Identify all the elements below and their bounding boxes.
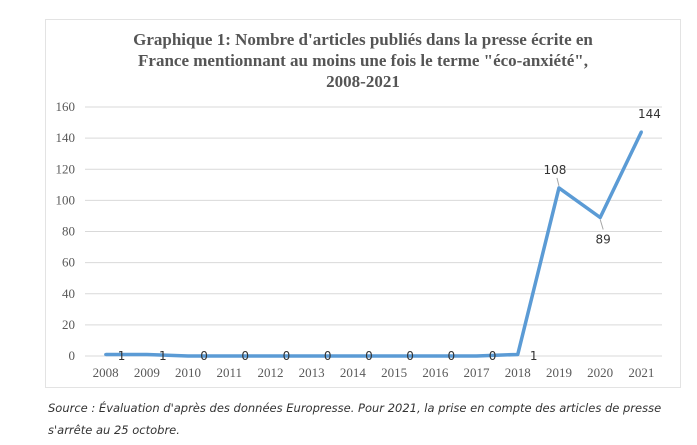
data-point xyxy=(516,352,520,356)
x-tick-label: 2021 xyxy=(628,365,654,380)
data-label: 0 xyxy=(365,349,373,363)
data-label: 1 xyxy=(159,349,167,363)
data-label: 89 xyxy=(596,232,611,246)
data-label: 144 xyxy=(638,107,661,121)
data-label: 0 xyxy=(241,349,249,363)
chart-title-line: Graphique 1: Nombre d'articles publiés d… xyxy=(133,30,593,49)
y-tick-label: 100 xyxy=(56,192,76,207)
x-tick-label: 2014 xyxy=(340,365,367,380)
x-tick-label: 2010 xyxy=(175,365,201,380)
data-label: 108 xyxy=(544,163,567,177)
data-point xyxy=(392,354,396,358)
y-tick-label: 0 xyxy=(69,348,76,363)
y-tick-label: 20 xyxy=(62,317,75,332)
x-tick-label: 2020 xyxy=(587,365,613,380)
data-point xyxy=(433,354,437,358)
leader-line xyxy=(556,177,560,187)
x-tick-label: 2011 xyxy=(216,365,242,380)
data-label: 0 xyxy=(489,349,497,363)
chart-title-line: 2008-2021 xyxy=(326,72,400,91)
y-tick-label: 120 xyxy=(56,161,76,176)
x-tick-label: 2015 xyxy=(381,365,407,380)
chart-title: Graphique 1: Nombre d'articles publiés d… xyxy=(45,29,681,92)
chart-frame xyxy=(45,19,681,388)
data-label: 0 xyxy=(406,349,414,363)
data-point xyxy=(310,354,314,358)
data-label: 0 xyxy=(283,349,291,363)
x-tick-label: 2016 xyxy=(422,365,449,380)
y-tick-label: 40 xyxy=(62,286,75,301)
data-label: 0 xyxy=(324,349,332,363)
x-tick-label: 2009 xyxy=(134,365,160,380)
data-point xyxy=(145,352,149,356)
y-tick-label: 80 xyxy=(62,224,75,239)
x-tick-label: 2018 xyxy=(505,365,531,380)
x-tick-label: 2012 xyxy=(257,365,283,380)
data-label: 0 xyxy=(200,349,208,363)
x-tick-label: 2008 xyxy=(93,365,119,380)
x-tick-label: 2013 xyxy=(299,365,325,380)
data-point xyxy=(475,354,479,358)
data-point xyxy=(268,354,272,358)
data-point xyxy=(351,354,355,358)
data-label: 1 xyxy=(530,349,538,363)
data-label: 0 xyxy=(448,349,456,363)
y-tick-label: 60 xyxy=(62,255,75,270)
leader-line xyxy=(599,219,604,230)
source-note: Source : Évaluation d'après des données … xyxy=(48,401,662,437)
data-point xyxy=(598,215,602,219)
y-tick-label: 160 xyxy=(56,99,76,114)
x-tick-label: 2019 xyxy=(546,365,572,380)
data-series-line xyxy=(105,131,643,358)
data-point xyxy=(227,354,231,358)
data-point xyxy=(104,352,108,356)
data-point xyxy=(557,186,561,190)
chart-title-line: France mentionnant au moins une fois le … xyxy=(138,51,588,70)
x-tick-label: 2017 xyxy=(464,365,491,380)
data-point xyxy=(639,130,643,134)
y-tick-label: 140 xyxy=(56,130,76,145)
data-point xyxy=(186,354,190,358)
data-label: 1 xyxy=(118,349,126,363)
